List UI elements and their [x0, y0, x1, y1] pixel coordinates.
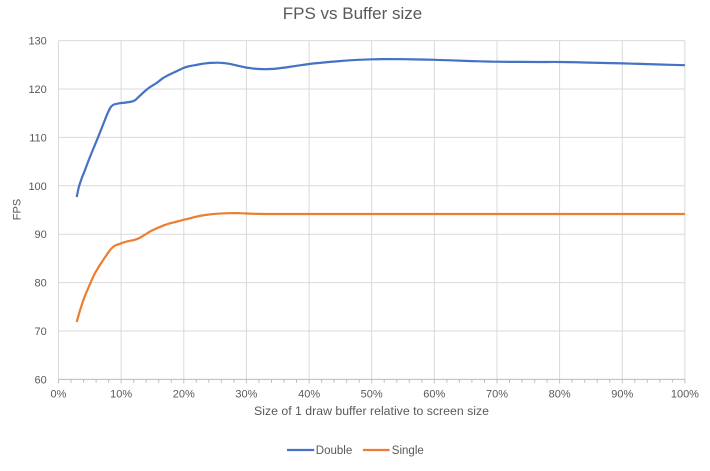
svg-text:60: 60	[35, 374, 47, 386]
svg-text:100%: 100%	[671, 389, 699, 401]
svg-text:Size of 1 draw buffer relative: Size of 1 draw buffer relative to screen…	[254, 404, 489, 418]
svg-text:110: 110	[29, 132, 47, 144]
svg-text:20%: 20%	[173, 389, 195, 401]
svg-text:Double: Double	[316, 445, 352, 457]
svg-text:70%: 70%	[486, 389, 508, 401]
svg-text:FPS: FPS	[12, 199, 24, 220]
svg-text:FPS vs Buffer size: FPS vs Buffer size	[283, 4, 423, 23]
svg-text:100: 100	[28, 181, 46, 193]
svg-text:130: 130	[28, 36, 46, 48]
svg-text:90%: 90%	[611, 389, 633, 401]
svg-text:60%: 60%	[423, 389, 445, 401]
svg-text:0%: 0%	[51, 389, 67, 401]
svg-text:40%: 40%	[298, 389, 320, 401]
svg-text:90: 90	[35, 229, 47, 241]
svg-text:80: 80	[35, 278, 47, 290]
svg-text:120: 120	[28, 84, 46, 96]
svg-text:10%: 10%	[110, 389, 132, 401]
svg-text:Single: Single	[392, 445, 424, 457]
svg-text:30%: 30%	[235, 389, 257, 401]
svg-text:80%: 80%	[549, 389, 571, 401]
svg-text:50%: 50%	[361, 389, 383, 401]
svg-text:70: 70	[35, 326, 47, 338]
